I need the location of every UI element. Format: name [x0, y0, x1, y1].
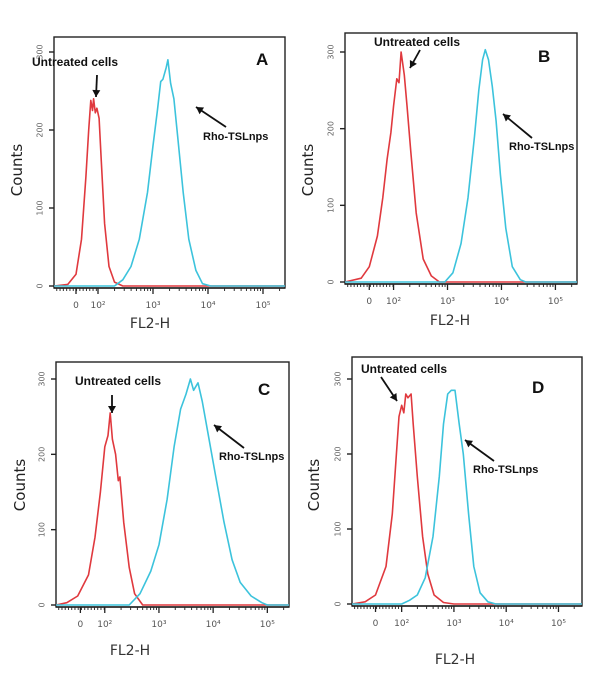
- plot-frame: [55, 361, 290, 608]
- x-axis-title: FL2-H: [430, 313, 470, 329]
- x-tick-label: 10³: [145, 301, 160, 311]
- y-tick-label: 0: [36, 283, 45, 288]
- arrow-head: [92, 89, 101, 97]
- panel-letter: B: [538, 47, 550, 66]
- series-rho-tslnps: [56, 378, 289, 606]
- series-rho-tslnps: [345, 48, 577, 283]
- x-tick-label: 0: [73, 301, 79, 311]
- x-axis-title: FL2-H: [110, 643, 150, 659]
- x-tick-label: 10⁴: [499, 619, 514, 629]
- panel-b: 0 100 200 300 0 10² 10³ 10⁴ 10⁵ FL2-H Counts B Untre…: [299, 32, 578, 329]
- x-tick-label: 10⁴: [200, 301, 215, 311]
- annotation-rho-tslnps: Rho-TSLnps: [473, 464, 538, 476]
- series-rho-tslnps: [54, 59, 285, 287]
- arrow-head: [409, 59, 417, 68]
- arrow-head: [196, 107, 205, 115]
- x-tick-label: 10⁵: [255, 301, 270, 311]
- x-tick-label: 10³: [151, 620, 166, 630]
- x-axis-title: FL2-H: [435, 652, 475, 668]
- x-tick-label: 10⁵: [548, 297, 563, 307]
- y-tick-label: 200: [334, 446, 343, 461]
- y-axis-title: Counts: [8, 144, 26, 197]
- y-tick-label: 300: [334, 371, 343, 386]
- panel-letter: D: [532, 378, 544, 397]
- annotation-untreated-cells: Untreated cells: [374, 35, 460, 49]
- plot-frame: [351, 356, 583, 607]
- x-tick-label: 10⁵: [260, 620, 275, 630]
- x-tick-label: 10⁴: [494, 297, 509, 307]
- arrow-head: [503, 114, 511, 122]
- arrow-head: [389, 392, 397, 401]
- annotation-untreated-cells: Untreated cells: [75, 374, 161, 388]
- y-tick-label: 300: [38, 371, 47, 386]
- x-tick-label: 10²: [97, 620, 112, 630]
- arrow-head: [108, 406, 116, 413]
- y-axis-title: Counts: [299, 144, 317, 197]
- y-tick-label: 0: [334, 601, 343, 606]
- y-axis-title: Counts: [11, 459, 29, 512]
- arrow-head: [214, 425, 222, 433]
- panel-d: 0 100 200 300 0 10² 10³ 10⁴ 10⁵ FL2-H Counts D Untre…: [305, 356, 583, 668]
- annotation-untreated-cells: Untreated cells: [361, 362, 447, 376]
- series-rho-tslnps: [352, 389, 582, 605]
- annotation-rho-tslnps: Rho-TSLnps: [203, 131, 268, 143]
- series-untreated-cells: [351, 393, 582, 605]
- x-tick-label: 10²: [90, 301, 105, 311]
- y-tick-label: 200: [38, 447, 47, 462]
- x-tick-label: 0: [373, 619, 379, 629]
- arrow-untreated-icon: [380, 376, 398, 402]
- arrow-rho-icon: [213, 424, 245, 449]
- x-tick-label: 10⁴: [206, 620, 221, 630]
- annotation-untreated-cells: Untreated cells: [32, 55, 118, 69]
- y-tick-label: 100: [334, 521, 343, 536]
- y-tick-label: 300: [327, 44, 336, 59]
- panel-a: 0 100 200 300 0 10² 10³ 10⁴ 10⁵ FL2-H Counts A Untre…: [8, 36, 286, 332]
- y-tick-label: 100: [327, 198, 336, 213]
- arrow-rho-icon: [464, 439, 495, 462]
- arrow-rho-icon: [502, 113, 533, 139]
- x-tick-label: 10²: [394, 619, 409, 629]
- series-untreated-cells: [55, 412, 289, 606]
- y-tick-label: 200: [327, 121, 336, 136]
- arrow-head: [465, 440, 474, 448]
- arrow-rho-icon: [195, 106, 227, 128]
- panel-letter: A: [256, 50, 268, 69]
- arrow-untreated-icon: [108, 395, 116, 413]
- y-tick-label: 0: [38, 602, 47, 607]
- y-tick-label: 0: [327, 279, 336, 284]
- x-tick-label: 0: [366, 297, 372, 307]
- x-tick-label: 10²: [386, 297, 401, 307]
- x-tick-label: 10³: [446, 619, 461, 629]
- panel-letter: C: [258, 380, 270, 399]
- x-tick-label: 0: [78, 620, 84, 630]
- annotation-rho-tslnps: Rho-TSLnps: [509, 141, 574, 153]
- arrow-untreated-icon: [92, 74, 101, 98]
- series-untreated-cells: [344, 51, 577, 283]
- x-tick-label: 10³: [440, 297, 455, 307]
- y-tick-label: 100: [38, 522, 47, 537]
- y-tick-label: 100: [36, 200, 45, 215]
- x-tick-label: 10⁵: [551, 619, 566, 629]
- x-axis-title: FL2-H: [130, 316, 170, 332]
- y-axis-title: Counts: [305, 459, 323, 512]
- series-untreated-cells: [53, 98, 285, 287]
- y-tick-label: 300: [36, 44, 45, 59]
- arrow-untreated-icon: [409, 49, 421, 69]
- y-tick-label: 200: [36, 122, 45, 137]
- annotation-rho-tslnps: Rho-TSLnps: [219, 451, 284, 463]
- panel-c: 0 100 200 300 0 10² 10³ 10⁴ 10⁵ FL2-H Counts C Untre…: [11, 361, 290, 659]
